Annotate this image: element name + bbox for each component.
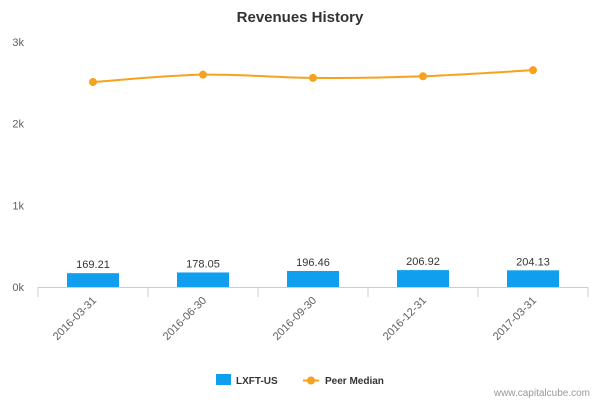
line-series-peer-median (89, 66, 537, 87)
bar[interactable] (397, 270, 449, 287)
legend-marker-peer-median (307, 376, 315, 385)
x-tick-label: 2016-09-30 (271, 295, 319, 343)
bar-data-labels: 169.21 178.05 196.46 206.92 204.13 (76, 256, 550, 271)
line-point[interactable] (419, 72, 427, 81)
x-tick-label: 2017-03-31 (491, 295, 539, 343)
line-point[interactable] (199, 70, 207, 79)
bar-data-label: 196.46 (296, 257, 330, 269)
line-point[interactable] (89, 78, 97, 87)
x-tick-label: 2016-06-30 (161, 295, 209, 343)
bar[interactable] (67, 273, 119, 287)
y-tick-label: 3k (12, 37, 24, 49)
line-point[interactable] (529, 66, 537, 75)
legend-label-lxft-us: LXFT-US (236, 376, 278, 387)
x-tick-label: 2016-03-31 (51, 295, 99, 343)
line-point[interactable] (309, 73, 317, 82)
legend: LXFT-US Peer Median (216, 374, 384, 387)
bar-data-label: 204.13 (516, 256, 550, 268)
y-tick-label: 0k (12, 282, 24, 294)
legend-label-peer-median: Peer Median (325, 376, 384, 387)
y-tick-label: 1k (12, 200, 24, 212)
chart-title: Revenues History (237, 9, 364, 26)
bar-data-label: 169.21 (76, 259, 110, 271)
legend-item-peer-median[interactable]: Peer Median (303, 376, 384, 387)
bar-data-label: 178.05 (186, 258, 220, 270)
bar[interactable] (287, 270, 339, 287)
x-tick-label: 2016-12-31 (381, 295, 429, 343)
bar[interactable] (507, 270, 559, 287)
y-tick-label: 2k (12, 119, 24, 131)
credit-text: www.capitalcube.com (493, 388, 590, 399)
legend-swatch-lxft-us (216, 374, 231, 385)
y-axis: 0k 1k 2k 3k (12, 37, 24, 294)
bar-data-label: 206.92 (406, 256, 440, 268)
bar-series-lxft-us (67, 270, 559, 287)
legend-item-lxft-us[interactable]: LXFT-US (216, 374, 278, 387)
bar[interactable] (177, 272, 229, 287)
x-axis: 2016-03-31 2016-06-30 2016-09-30 2016-12-31… (37, 287, 589, 343)
